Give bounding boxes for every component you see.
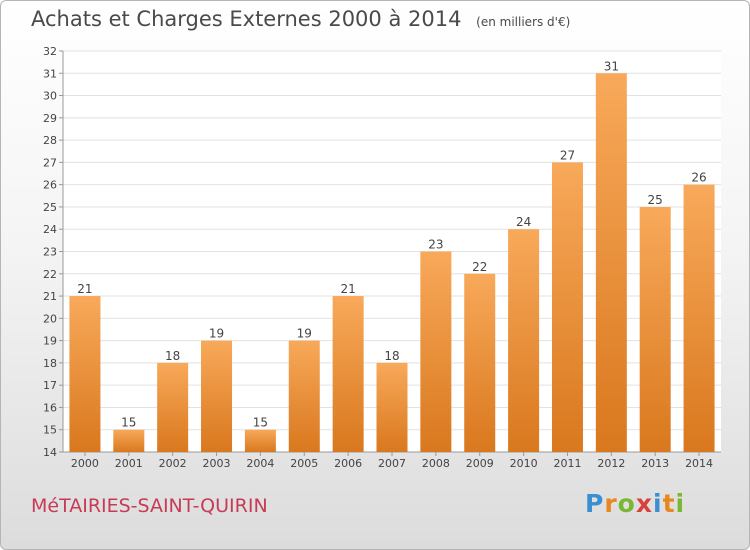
y-tick-label: 20 — [43, 312, 57, 325]
bar — [113, 429, 145, 452]
bar — [69, 296, 101, 452]
data-label: 21 — [340, 282, 355, 296]
logo-letter: x — [635, 489, 653, 518]
x-tick-label: 2014 — [685, 457, 713, 470]
chart-title: Achats et Charges Externes 2000 à 2014 (… — [31, 7, 570, 31]
y-tick-label: 31 — [43, 67, 57, 80]
x-tick-label: 2013 — [641, 457, 669, 470]
bar — [508, 229, 540, 452]
bar — [201, 340, 233, 452]
y-tick-label: 27 — [43, 156, 57, 169]
data-label: 26 — [691, 171, 706, 185]
logo-letter: t — [662, 489, 676, 518]
logo-letter: P — [585, 489, 605, 518]
bar — [332, 296, 364, 452]
y-tick-label: 29 — [43, 112, 57, 125]
chart-title-text: Achats et Charges Externes 2000 à 2014 — [31, 7, 462, 31]
x-tick-label: 2006 — [334, 457, 362, 470]
bar — [157, 362, 189, 452]
bar — [595, 73, 627, 453]
bar — [376, 362, 408, 452]
data-label: 24 — [516, 215, 531, 229]
data-label: 18 — [165, 349, 180, 363]
data-label: 19 — [297, 327, 312, 341]
proxiti-logo[interactable]: Proxiti — [585, 489, 685, 518]
data-label: 18 — [384, 349, 399, 363]
logo-letter: r — [604, 489, 618, 518]
data-label: 19 — [209, 327, 224, 341]
x-tick-label: 2004 — [246, 457, 274, 470]
bar — [551, 162, 583, 452]
x-tick-label: 2003 — [203, 457, 231, 470]
x-tick-label: 2001 — [115, 457, 143, 470]
y-tick-label: 16 — [43, 401, 57, 414]
city-name: MéTAIRIES-SAINT-QUIRIN — [31, 495, 268, 517]
x-tick-label: 2005 — [290, 457, 318, 470]
data-label: 15 — [253, 416, 268, 430]
y-tick-label: 17 — [43, 379, 57, 392]
data-label: 31 — [604, 59, 619, 73]
y-tick-label: 14 — [43, 446, 57, 459]
x-tick-label: 2011 — [553, 457, 581, 470]
chart-subtitle: (en milliers d'€) — [476, 15, 571, 29]
y-tick-label: 21 — [43, 290, 57, 303]
y-tick-label: 22 — [43, 268, 57, 281]
x-tick-label: 2007 — [378, 457, 406, 470]
y-tick-label: 32 — [43, 45, 57, 58]
data-label: 21 — [77, 282, 92, 296]
bar — [683, 184, 715, 452]
bar — [288, 340, 320, 452]
bar — [420, 251, 452, 452]
y-tick-label: 18 — [43, 357, 57, 370]
y-tick-label: 30 — [43, 90, 57, 103]
data-label: 23 — [428, 238, 443, 252]
bar — [464, 273, 496, 452]
x-tick-label: 2010 — [510, 457, 538, 470]
bar — [639, 206, 671, 452]
logo-letter: o — [617, 489, 636, 518]
y-tick-label: 28 — [43, 134, 57, 147]
y-tick-label: 23 — [43, 246, 57, 259]
bar — [244, 429, 276, 452]
y-tick-label: 24 — [43, 223, 57, 236]
data-label: 15 — [121, 416, 136, 430]
x-tick-label: 2012 — [597, 457, 625, 470]
data-label: 22 — [472, 260, 487, 274]
x-tick-label: 2008 — [422, 457, 450, 470]
x-tick-label: 2009 — [466, 457, 494, 470]
y-tick-label: 26 — [43, 179, 57, 192]
y-tick-label: 25 — [43, 201, 57, 214]
y-tick-label: 19 — [43, 335, 57, 348]
data-label: 25 — [648, 193, 663, 207]
y-tick-label: 15 — [43, 424, 57, 437]
logo-letter: i — [675, 489, 686, 518]
x-tick-label: 2002 — [159, 457, 187, 470]
data-label: 27 — [560, 148, 575, 162]
x-tick-label: 2000 — [71, 457, 99, 470]
logo-letter: i — [653, 489, 663, 518]
